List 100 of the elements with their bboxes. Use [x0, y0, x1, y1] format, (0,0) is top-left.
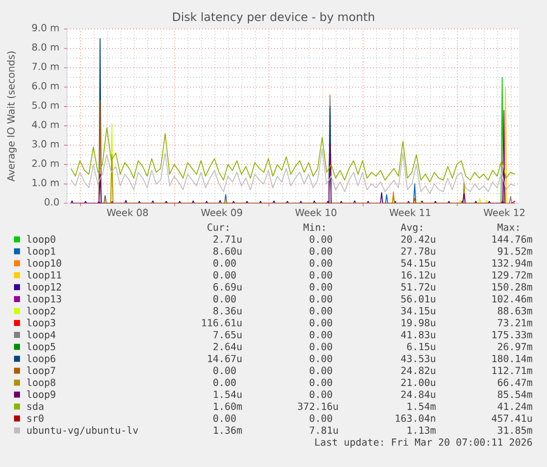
text: 7.65u — [213, 330, 242, 338]
legend-label: loop6 — [27, 354, 56, 364]
text: 175.33m — [492, 330, 532, 338]
text: 0.00 — [310, 378, 332, 386]
text: 27.78u — [401, 247, 436, 255]
y-tick-label: 2.0 m — [32, 160, 59, 167]
y-tick-label: 8.0 m — [32, 43, 59, 51]
text: 0.00 — [310, 295, 332, 303]
text: 26.97m — [498, 342, 532, 350]
text: 0.00 — [310, 342, 332, 350]
text: 0.00 — [310, 330, 332, 338]
text: 20.42u — [401, 235, 436, 243]
y-tick-label: 9.0 m — [32, 24, 59, 32]
y-tick-label: 5.0 m — [32, 101, 59, 109]
legend-label: loop2 — [27, 306, 56, 316]
text: Avg: — [400, 224, 422, 233]
text: 150.28m — [492, 283, 532, 291]
legend-label: sda — [27, 402, 44, 410]
y-tick-label: 7.0 m — [32, 62, 59, 70]
legend-label: loop8 — [27, 378, 56, 388]
text: 34.15u — [401, 307, 436, 314]
text: 0.00 — [310, 307, 332, 314]
text: 0.00 — [310, 354, 332, 362]
text: Last update: Fri Mar 20 07:00:11 2026 — [315, 438, 532, 448]
text: 0.00 — [310, 366, 332, 374]
text: 16.12u — [402, 271, 436, 279]
legend-label: loop9 — [27, 390, 56, 400]
legend-label: loop7 — [27, 366, 56, 376]
text: 66.47m — [498, 378, 532, 386]
text: 0.00 — [310, 283, 332, 291]
legend-label: loop10 — [27, 259, 62, 269]
text: 0.00 — [310, 319, 332, 326]
text: 2.64u — [214, 342, 242, 350]
text: 54.15u — [401, 259, 436, 267]
text: 91.52m — [498, 247, 532, 255]
text: 1.13m — [408, 426, 436, 434]
text: 88.63m — [498, 307, 532, 314]
text: 8.36u — [213, 307, 242, 314]
text: 1.54u — [214, 390, 242, 398]
text: 372.16u — [298, 402, 338, 410]
text: 51.72u — [401, 283, 436, 291]
text: Min: — [304, 223, 324, 231]
text: 6.15u — [407, 342, 436, 350]
text: 0.00 — [310, 390, 332, 398]
text: 116.61u — [202, 319, 242, 326]
text: 7.81u — [310, 426, 338, 434]
text: 24.82u — [401, 366, 436, 374]
text: 180.14m — [492, 354, 532, 362]
y-tick-label: 0.0 — [44, 198, 59, 206]
text: 6.69u — [213, 283, 242, 291]
text: 457.41u — [492, 414, 532, 422]
y-tick-label: 1.0 m — [32, 178, 59, 186]
text: 41.24m — [498, 402, 532, 410]
legend-label: loop3 — [27, 318, 56, 328]
text: 8.60u — [213, 247, 242, 255]
text: 1.36m — [214, 426, 242, 434]
x-tick-label: Week 12 — [484, 208, 524, 216]
legend-label: loop11 — [27, 271, 62, 281]
text: 43.53u — [401, 354, 436, 362]
text: 0.00 — [310, 414, 332, 422]
text: 0.00 — [213, 295, 236, 303]
text: 31.85m — [498, 426, 532, 434]
text: 19.98u — [402, 319, 436, 326]
legend-label: loop12 — [27, 282, 61, 292]
text: 41.83u — [401, 330, 436, 338]
x-tick-label: Week 09 — [201, 208, 242, 216]
text: Max: — [498, 224, 518, 231]
text: 21.00u — [401, 378, 436, 386]
legend-label: loop5 — [27, 342, 56, 352]
text: 0.00 — [213, 378, 236, 386]
text: 163.04n — [396, 414, 436, 422]
text: 0.00 — [310, 271, 332, 279]
text: 73.21m — [498, 319, 532, 326]
text: 1.60m — [214, 402, 242, 410]
legend-label: loop13 — [27, 294, 62, 304]
y-tick-label: 4.0 m — [32, 120, 59, 128]
text: 132.94m — [492, 259, 532, 267]
text: Cur: — [208, 223, 228, 231]
text: 0.00 — [310, 247, 332, 255]
text: 112.71m — [492, 366, 532, 374]
x-tick-label: Week 08 — [106, 208, 148, 216]
text: 0.00 — [213, 414, 236, 422]
text: 1.54m — [408, 402, 436, 410]
legend-label: loop1 — [27, 247, 56, 257]
text: 56.01u — [401, 295, 436, 303]
legend-label: sr0 — [27, 414, 44, 422]
y-tick-label: 3.0 m — [32, 140, 59, 148]
text: 14.67u — [208, 354, 242, 362]
text: 129.72m — [492, 271, 532, 279]
text: 102.46m — [492, 295, 532, 303]
text: 0.00 — [213, 271, 236, 279]
y-axis-title: Average IO Wait (seconds) — [6, 52, 17, 182]
text: 0.00 — [310, 235, 332, 243]
text: 0.00 — [310, 259, 332, 267]
text: 0.00 — [213, 366, 236, 374]
y-tick-label: 6.0 m — [32, 82, 59, 90]
text: 0.00 — [213, 259, 236, 267]
text: 24.84u — [401, 390, 436, 398]
text: 2.71u — [214, 235, 242, 243]
legend-label: loop4 — [27, 330, 56, 340]
